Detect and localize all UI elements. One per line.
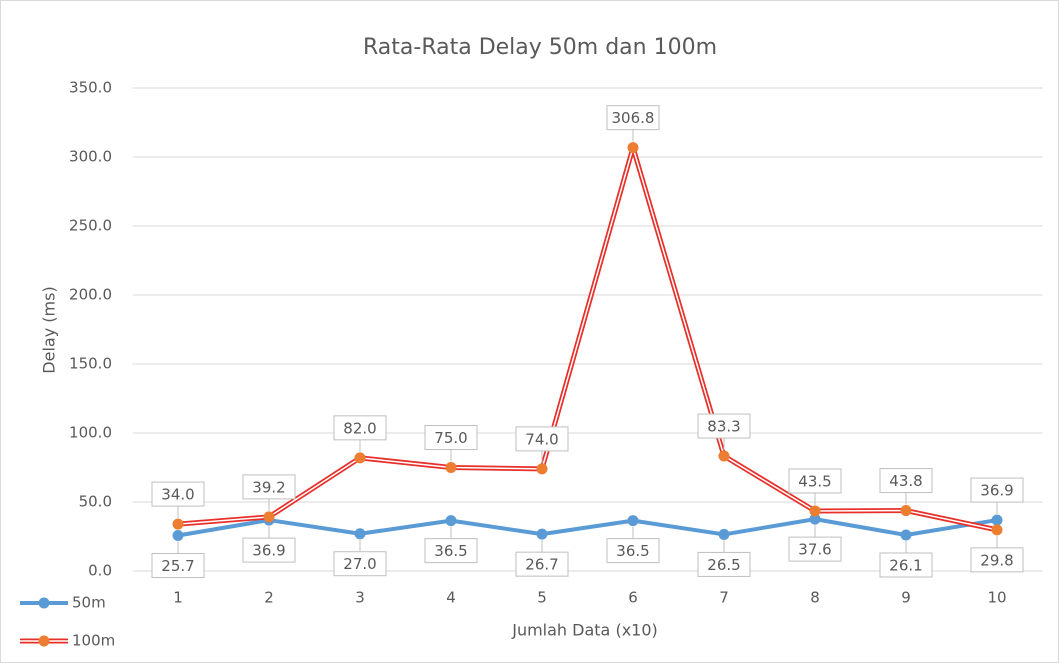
x-axis-title: Jumlah Data (x10)	[511, 621, 658, 640]
data-label: 36.9	[980, 482, 1013, 500]
data-label: 306.8	[612, 109, 655, 127]
y-tick-label: 0.0	[88, 562, 112, 580]
legend-marker	[39, 598, 50, 609]
legend-marker	[39, 636, 50, 647]
x-tick-label: 9	[901, 589, 911, 607]
data-label: 75.0	[434, 429, 467, 447]
point	[537, 529, 548, 540]
point	[173, 519, 184, 530]
x-tick-label: 1	[173, 589, 183, 607]
point	[537, 463, 548, 474]
y-tick-label: 200.0	[69, 286, 112, 304]
y-axis-title: Delay (ms)	[40, 286, 59, 373]
point	[719, 451, 730, 462]
point	[628, 515, 639, 526]
data-label: 74.0	[525, 430, 558, 448]
data-label: 29.8	[980, 551, 1013, 569]
point	[264, 511, 275, 522]
x-tick-label: 8	[810, 589, 820, 607]
data-label: 27.0	[343, 555, 376, 573]
point	[810, 505, 821, 516]
y-tick-label: 150.0	[69, 355, 112, 373]
legend-label: 100m	[72, 632, 115, 650]
point	[719, 529, 730, 540]
data-label: 26.1	[889, 556, 922, 574]
point	[901, 505, 912, 516]
data-label: 26.5	[707, 556, 740, 574]
data-label: 36.5	[616, 542, 649, 560]
x-tick-label: 10	[987, 589, 1006, 607]
y-tick-label: 250.0	[69, 217, 112, 235]
data-label: 83.3	[707, 418, 740, 436]
x-tick-label: 6	[628, 589, 638, 607]
point	[901, 529, 912, 540]
x-tick-label: 3	[355, 589, 365, 607]
x-tick-label: 4	[446, 589, 456, 607]
point	[446, 462, 457, 473]
data-label: 36.5	[434, 542, 467, 560]
data-label: 43.5	[798, 472, 831, 490]
data-label: 39.2	[252, 478, 285, 496]
y-tick-label: 50.0	[79, 493, 112, 511]
legend-label: 50m	[72, 594, 106, 612]
chart-title: Rata-Rata Delay 50m dan 100m	[363, 35, 717, 60]
data-label: 25.7	[161, 557, 194, 575]
chart: Rata-Rata Delay 50m dan 100m Jumlah Data…	[0, 0, 1059, 663]
x-tick-label: 5	[537, 589, 547, 607]
data-label: 34.0	[161, 486, 194, 504]
point	[992, 524, 1003, 535]
y-tick-label: 350.0	[69, 79, 112, 97]
point	[992, 515, 1003, 526]
point	[446, 515, 457, 526]
data-label: 82.0	[343, 419, 376, 437]
point	[355, 528, 366, 539]
x-tick-label: 2	[264, 589, 274, 607]
point	[355, 452, 366, 463]
data-label: 26.7	[525, 556, 558, 574]
y-tick-label: 300.0	[69, 148, 112, 166]
point	[628, 142, 639, 153]
y-tick-label: 100.0	[69, 424, 112, 442]
point	[173, 530, 184, 541]
x-tick-label: 7	[719, 589, 729, 607]
data-label: 37.6	[798, 541, 831, 559]
data-label: 43.8	[889, 472, 922, 490]
data-label: 36.9	[252, 542, 285, 560]
